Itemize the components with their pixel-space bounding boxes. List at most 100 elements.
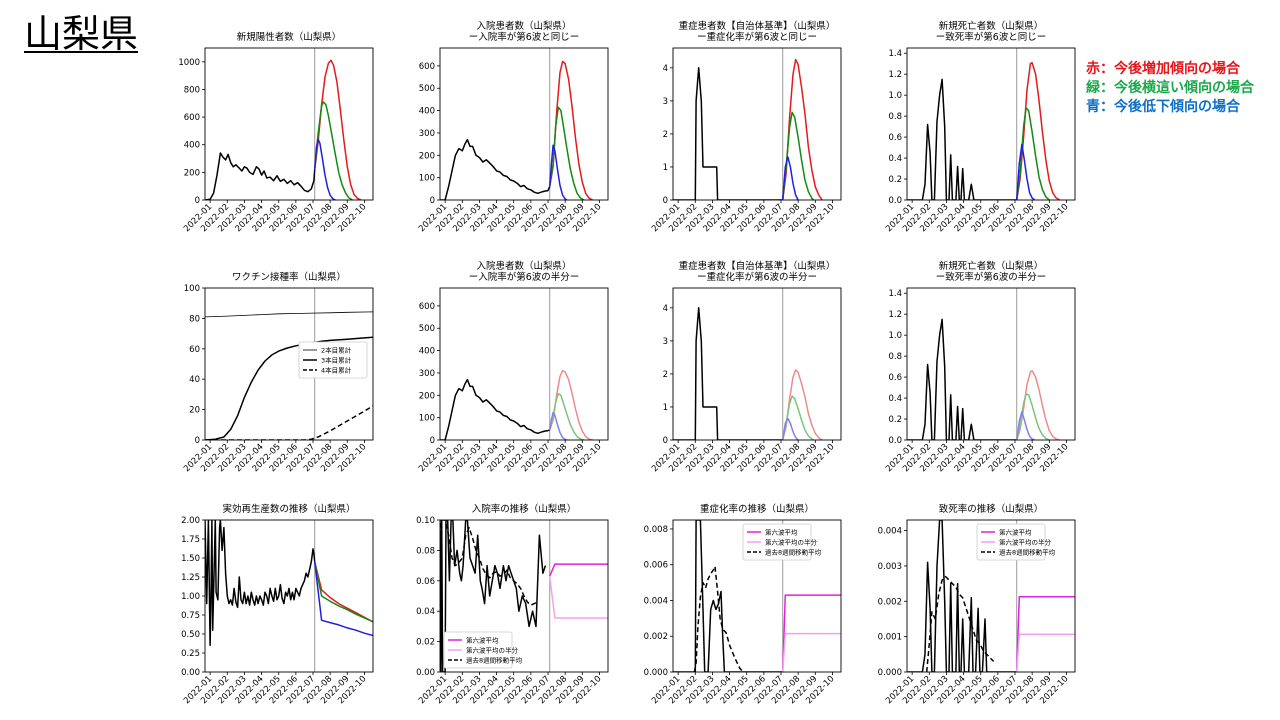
- y-tick-label: 0.08: [416, 546, 435, 556]
- y-tick-label: 1.2: [888, 310, 902, 320]
- series-line-lightmagenta-3: [1015, 633, 1075, 672]
- legend-box: [742, 523, 812, 561]
- series-line-black-thin-0: [205, 311, 373, 318]
- y-tick-label: 1.75: [181, 535, 200, 545]
- legend-label: 2本目累計: [321, 346, 352, 355]
- series-line-black-0: [440, 378, 550, 440]
- y-tick-label: 100: [419, 414, 435, 424]
- legend-label: 第六波平均: [765, 528, 798, 537]
- series-line-lightmagenta-3: [781, 632, 841, 672]
- series-line-black-0: [907, 78, 1017, 200]
- legend-label: 4本目累計: [321, 366, 352, 375]
- series-line-red-1: [313, 561, 373, 623]
- plot-frame: [204, 519, 374, 673]
- chart-title: ー入院率が第6波の半分ー: [469, 271, 580, 283]
- series-line-blue-3: [1015, 143, 1036, 200]
- chart-title: ワクチン接種率（山梨県）: [232, 271, 346, 283]
- y-tick-label: 0: [663, 436, 668, 446]
- plot-area: [907, 520, 1075, 672]
- plot-frame: [439, 287, 609, 441]
- chart-title: 新規死亡者数（山梨県）: [939, 20, 1044, 32]
- chart-title: 重症患者数【自治体基準】（山梨県）: [679, 260, 836, 272]
- legend-label: 過去8週間移動平均: [466, 656, 523, 665]
- scenario-note-blue: 青：今後低下傾向の場合: [1086, 99, 1240, 115]
- y-tick-label: 0.6: [888, 373, 902, 383]
- y-tick-label: 80: [189, 314, 200, 324]
- y-tick-label: 1: [663, 163, 668, 173]
- y-tick-label: 0.006: [644, 561, 668, 571]
- page-title: 山梨県: [24, 12, 139, 56]
- plot-frame: [439, 47, 609, 201]
- plot-frame: [906, 287, 1076, 441]
- series-line-green-2: [548, 392, 585, 440]
- y-tick-label: 2: [663, 370, 668, 380]
- y-tick-label: 3: [663, 337, 668, 347]
- y-tick-label: 1.0: [888, 91, 902, 101]
- y-tick-label: 0: [195, 436, 200, 446]
- series-line-red-1: [548, 60, 593, 200]
- series-line-blue-3: [1015, 410, 1035, 440]
- y-tick-label: 200: [419, 151, 435, 161]
- y-tick-label: 2.00: [181, 516, 200, 526]
- chart-hosp-rate: 入院率の推移（山梨県）0.000.020.040.060.080.102022-…: [416, 503, 609, 706]
- chart-fatality-rate: 致死率の推移（山梨県）0.0000.0010.0020.0030.0042022…: [878, 503, 1076, 706]
- series-line-lightmagenta-3: [548, 576, 608, 619]
- y-tick-label: 200: [419, 391, 435, 401]
- series-line-black-solid-1: [205, 336, 373, 440]
- series-line-black-dashed-2: [205, 405, 373, 440]
- scenario-note-red: 赤：今後増加傾向の場合: [1086, 61, 1240, 77]
- plot-area: [907, 61, 1060, 200]
- series-line-magenta-2: [549, 563, 608, 577]
- y-tick-label: 400: [419, 347, 435, 357]
- series-line-magenta-2: [781, 594, 841, 672]
- chart-title: ー重症化率が第6波の半分ー: [697, 271, 817, 283]
- chart-deaths-half: 新規死亡者数（山梨県）ー致死率が第6波の半分ー 0.0 0.2 0.4 0.6 0.8 1.…: [884, 260, 1076, 474]
- y-tick-label: 300: [419, 129, 435, 139]
- chart-vaccination: ワクチン接種率（山梨県）0204060801002022-012022-0220…: [182, 271, 374, 474]
- y-tick-label: 100: [184, 284, 200, 294]
- y-tick-label: 1.00: [181, 592, 200, 602]
- chart-severe-rate: 重症化率の推移（山梨県）0.0000.0020.0040.0060.008202…: [644, 503, 842, 706]
- y-tick-label: 600: [184, 113, 200, 123]
- y-tick-label: 1.25: [181, 573, 200, 583]
- y-tick-label: 0.8: [888, 352, 902, 362]
- y-tick-label: 1.4: [888, 49, 902, 59]
- chart-title: 入院患者数（山梨県）: [476, 20, 571, 32]
- series-line-magenta-2: [1015, 595, 1075, 672]
- plot-frame: [204, 287, 374, 441]
- y-tick-label: 1.4: [888, 289, 902, 299]
- series-line-black-0: [673, 67, 783, 200]
- series-line-black-0: [673, 307, 783, 440]
- y-tick-label: 0.2: [888, 175, 902, 185]
- plot-area: [440, 369, 593, 440]
- series-line-green-2: [313, 101, 353, 200]
- chart-title: 実効再生産数の推移（山梨県）: [222, 503, 355, 515]
- series-line-black-0: [440, 520, 547, 672]
- series-line-black-dashed-1: [693, 565, 744, 672]
- y-tick-label: 0.004: [644, 596, 668, 606]
- series-line-black-dashed-1: [440, 520, 539, 672]
- y-tick-label: 0.002: [644, 632, 668, 642]
- series-line-red-1: [548, 369, 593, 440]
- series-line-blue-3: [781, 156, 799, 200]
- chart-severe-half: 重症患者数【自治体基準】（山梨県）ー重症化率が第6波の半分ー012342022-…: [650, 260, 842, 474]
- y-tick-label: 0.8: [888, 112, 902, 122]
- y-tick-label: 300: [419, 369, 435, 379]
- series-line-black-dashed-1: [925, 575, 995, 672]
- y-tick-label: 1000: [178, 58, 200, 68]
- series-line-green-2: [548, 106, 585, 200]
- y-tick-label: 0.10: [416, 516, 435, 526]
- chart-title: ー致死率が第6波の半分ー: [936, 271, 1047, 283]
- legend-label: 第六波平均の半分: [765, 538, 818, 547]
- legend-label: 過去8週間移動平均: [999, 548, 1056, 557]
- series-line-blue-3: [781, 417, 799, 440]
- y-tick-label: 0: [663, 196, 668, 206]
- y-tick-label: 0.003: [878, 562, 902, 572]
- legend-label: 過去8週間移動平均: [765, 548, 822, 557]
- plot-area: [673, 520, 841, 672]
- series-line-black-0: [205, 520, 316, 647]
